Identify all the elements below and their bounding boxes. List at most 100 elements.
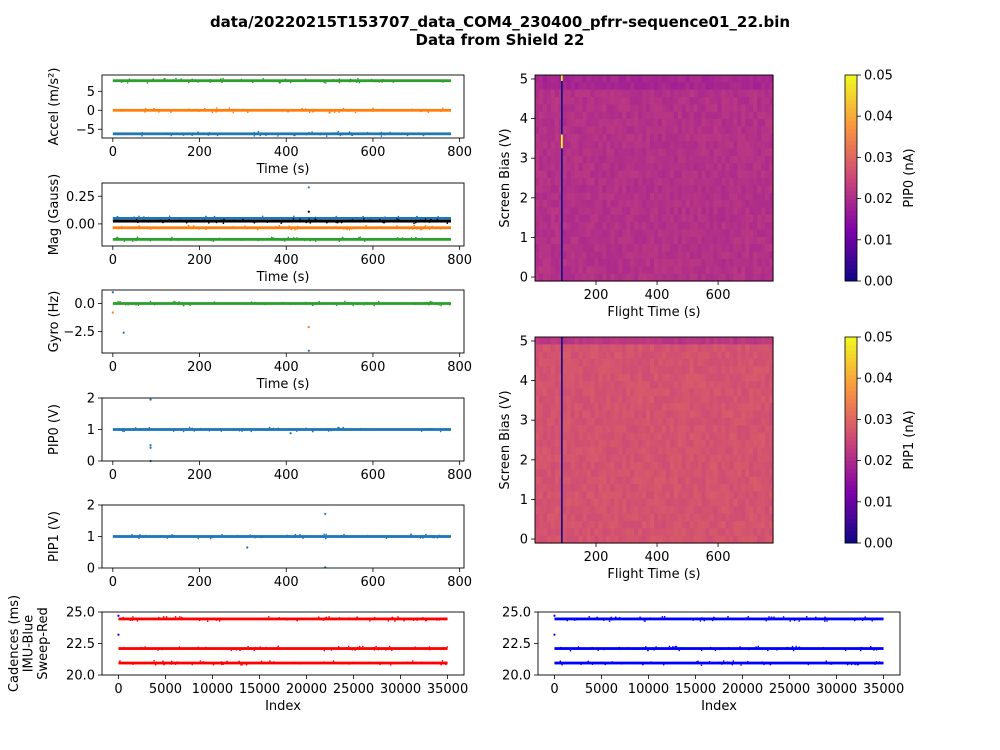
heatmap-cell [753, 75, 758, 83]
heatmap-cell [749, 207, 754, 216]
heatmap-cell [535, 200, 540, 209]
data-point [385, 537, 388, 539]
heatmap-cell [574, 185, 580, 194]
series-band [112, 108, 451, 112]
data-point [864, 616, 866, 618]
heatmap-cell [765, 185, 770, 194]
heatmap-cell [614, 520, 619, 529]
heatmap-cell [749, 344, 754, 353]
data-point [392, 617, 394, 620]
heatmap-cell [681, 133, 687, 142]
heatmap-cell [709, 432, 715, 441]
heatmap-cell [701, 244, 707, 253]
data-point [204, 227, 206, 229]
heatmap-cell [546, 498, 552, 507]
heatmap-cell [693, 351, 699, 360]
heatmap-cell [614, 506, 619, 515]
outlier-point [289, 432, 292, 435]
heatmap-cell [594, 535, 600, 544]
heatmap-cell [689, 528, 695, 537]
heatmap-cell [574, 75, 580, 83]
heatmap-cell [550, 432, 556, 441]
heatmap-cell [733, 214, 738, 223]
heatmap-cell [594, 170, 600, 179]
data-point [235, 648, 238, 651]
y-axis-label: IMU-Blue [22, 615, 37, 673]
data-point [711, 619, 714, 622]
heatmap-cell [535, 447, 540, 456]
heatmap-cell [733, 111, 738, 120]
heatmap-cell [654, 244, 659, 253]
heatmap-cell [665, 403, 671, 412]
heatmap-cell [606, 373, 611, 382]
heatmap-cell [554, 126, 560, 135]
heatmap-cell [642, 185, 647, 194]
data-point [283, 240, 286, 242]
data-point [280, 80, 283, 83]
heatmap-cell [535, 148, 540, 157]
heatmap-cell [737, 528, 742, 537]
heatmap-cell [626, 373, 631, 382]
heatmap-cell [757, 207, 762, 216]
heatmap-cell [654, 200, 659, 209]
heatmap-cell [622, 476, 627, 485]
heatmap-cell [570, 432, 576, 441]
heatmap-cell [713, 381, 719, 390]
heatmap-cell [769, 395, 774, 404]
data-point [844, 649, 847, 651]
heatmap-cell [745, 141, 750, 150]
heatmap-cell [638, 163, 643, 172]
heatmap-cell [594, 266, 600, 275]
heatmap-cell [769, 337, 774, 345]
data-point [218, 217, 221, 219]
heatmap-cell [590, 89, 596, 98]
heatmap-cell [634, 163, 639, 172]
heatmap-cell [554, 155, 560, 164]
heatmap-cell [741, 381, 746, 390]
heatmap-cell [582, 266, 588, 275]
data-point [294, 533, 297, 536]
data-point [265, 429, 268, 431]
colorbar-segment [845, 440, 857, 445]
data-point [238, 430, 241, 432]
heatmap-cell [542, 373, 548, 382]
heatmap-cell [745, 89, 750, 98]
heatmap-cell [657, 126, 663, 135]
heatmap-cell [709, 506, 715, 515]
heatmap-cell [745, 388, 750, 397]
heatmap-cell [689, 133, 695, 142]
data-point [253, 135, 256, 137]
heatmap-cell [650, 89, 655, 98]
heatmap-cell [642, 337, 647, 345]
heatmap-cell [590, 447, 596, 456]
heatmap-cell [753, 359, 758, 368]
heatmap-cell [761, 178, 766, 186]
heatmap-cell [590, 258, 596, 267]
heatmap-cell [705, 75, 711, 83]
heatmap-cell [661, 244, 667, 253]
heatmap-cell [610, 273, 615, 282]
data-point [254, 646, 257, 649]
heatmap-cell [757, 395, 762, 404]
colorbar-segment [845, 382, 857, 387]
heatmap-cell [614, 119, 619, 128]
heatmap-cell [634, 395, 639, 404]
heatmap-cell [554, 192, 560, 201]
heatmap-cell [697, 258, 703, 267]
heatmap-cell [570, 462, 576, 471]
heatmap-cell [665, 513, 671, 522]
heatmap-cell [661, 476, 667, 485]
heatmap-cell [550, 97, 556, 106]
heatmap-cell [546, 351, 552, 360]
heatmap-cell [606, 440, 611, 448]
heatmap-cell [705, 476, 711, 485]
heatmap-cell [761, 395, 766, 404]
heatmap-cell [586, 141, 592, 150]
heatmap-cell [681, 148, 687, 157]
heatmap-cell [602, 148, 607, 157]
heatmap-cell [618, 258, 623, 267]
heatmap-cell [602, 133, 607, 142]
heatmap-cell [677, 373, 683, 382]
heatmap-cell [729, 528, 734, 537]
